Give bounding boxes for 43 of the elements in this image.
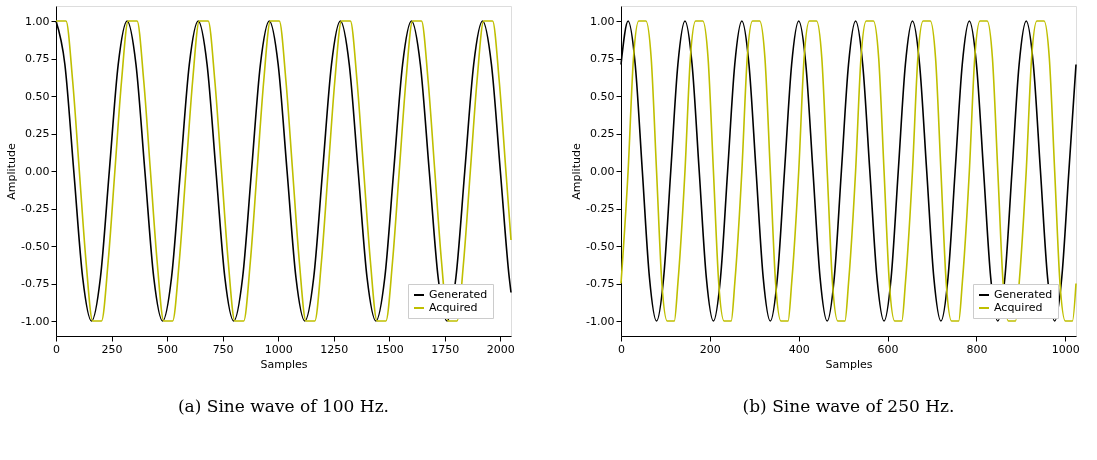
legend-label: Acquired bbox=[429, 301, 478, 314]
legend-label: Generated bbox=[429, 288, 488, 301]
x-axis-title: Samples bbox=[825, 357, 873, 371]
y-axis-title: Amplitude bbox=[570, 143, 584, 200]
x-tick-label: 250 bbox=[101, 342, 123, 356]
y-tick-label: -0.50 bbox=[21, 239, 50, 253]
y-tick-label: 0.00 bbox=[590, 164, 615, 178]
y-tick-label: 0.00 bbox=[25, 164, 50, 178]
y-tick-label: 1.00 bbox=[590, 14, 615, 28]
x-tick-label: 1750 bbox=[431, 342, 460, 356]
x-tick-label: 800 bbox=[966, 342, 988, 356]
legend-label: Generated bbox=[994, 288, 1053, 301]
x-tick-label: 0 bbox=[53, 342, 60, 356]
x-axis-title: Samples bbox=[260, 357, 308, 371]
y-axis-title: Amplitude bbox=[5, 143, 19, 200]
y-tick-label: -0.25 bbox=[21, 202, 50, 215]
y-tick-label: -0.75 bbox=[586, 277, 615, 290]
y-tick-label: -0.25 bbox=[586, 202, 615, 215]
x-tick-label: 1250 bbox=[320, 342, 349, 356]
y-tick-label: -1.00 bbox=[586, 314, 615, 328]
y-tick-label: 1.00 bbox=[25, 14, 50, 28]
text: (b) Sine wave of 250 Hz. bbox=[742, 396, 955, 416]
x-tick-label: 1000 bbox=[264, 342, 293, 356]
x-tick-label: 2000 bbox=[486, 342, 515, 356]
y-tick-label: -0.50 bbox=[586, 239, 615, 253]
x-tick-label: 1500 bbox=[375, 342, 404, 356]
y-tick-label: 0.50 bbox=[25, 89, 50, 103]
y-tick-label: 0.75 bbox=[25, 52, 50, 65]
x-tick-label: 600 bbox=[877, 342, 899, 356]
y-tick-label: 0.25 bbox=[590, 127, 615, 140]
x-tick-label: 0 bbox=[618, 342, 625, 356]
x-tick-label: 400 bbox=[788, 342, 810, 356]
x-tick-label: 200 bbox=[699, 342, 721, 356]
x-tick-label: 1000 bbox=[1051, 342, 1080, 356]
text: (a) Sine wave of 100 Hz. bbox=[177, 396, 390, 416]
legend-label: Acquired bbox=[994, 301, 1043, 314]
x-tick-label: 750 bbox=[212, 342, 234, 356]
y-tick-label: 0.50 bbox=[590, 89, 615, 103]
y-tick-label: -1.00 bbox=[21, 314, 50, 328]
y-tick-label: 0.75 bbox=[590, 52, 615, 65]
y-tick-label: -0.75 bbox=[21, 277, 50, 290]
y-tick-label: 0.25 bbox=[25, 127, 50, 140]
x-tick-label: 500 bbox=[157, 342, 179, 356]
